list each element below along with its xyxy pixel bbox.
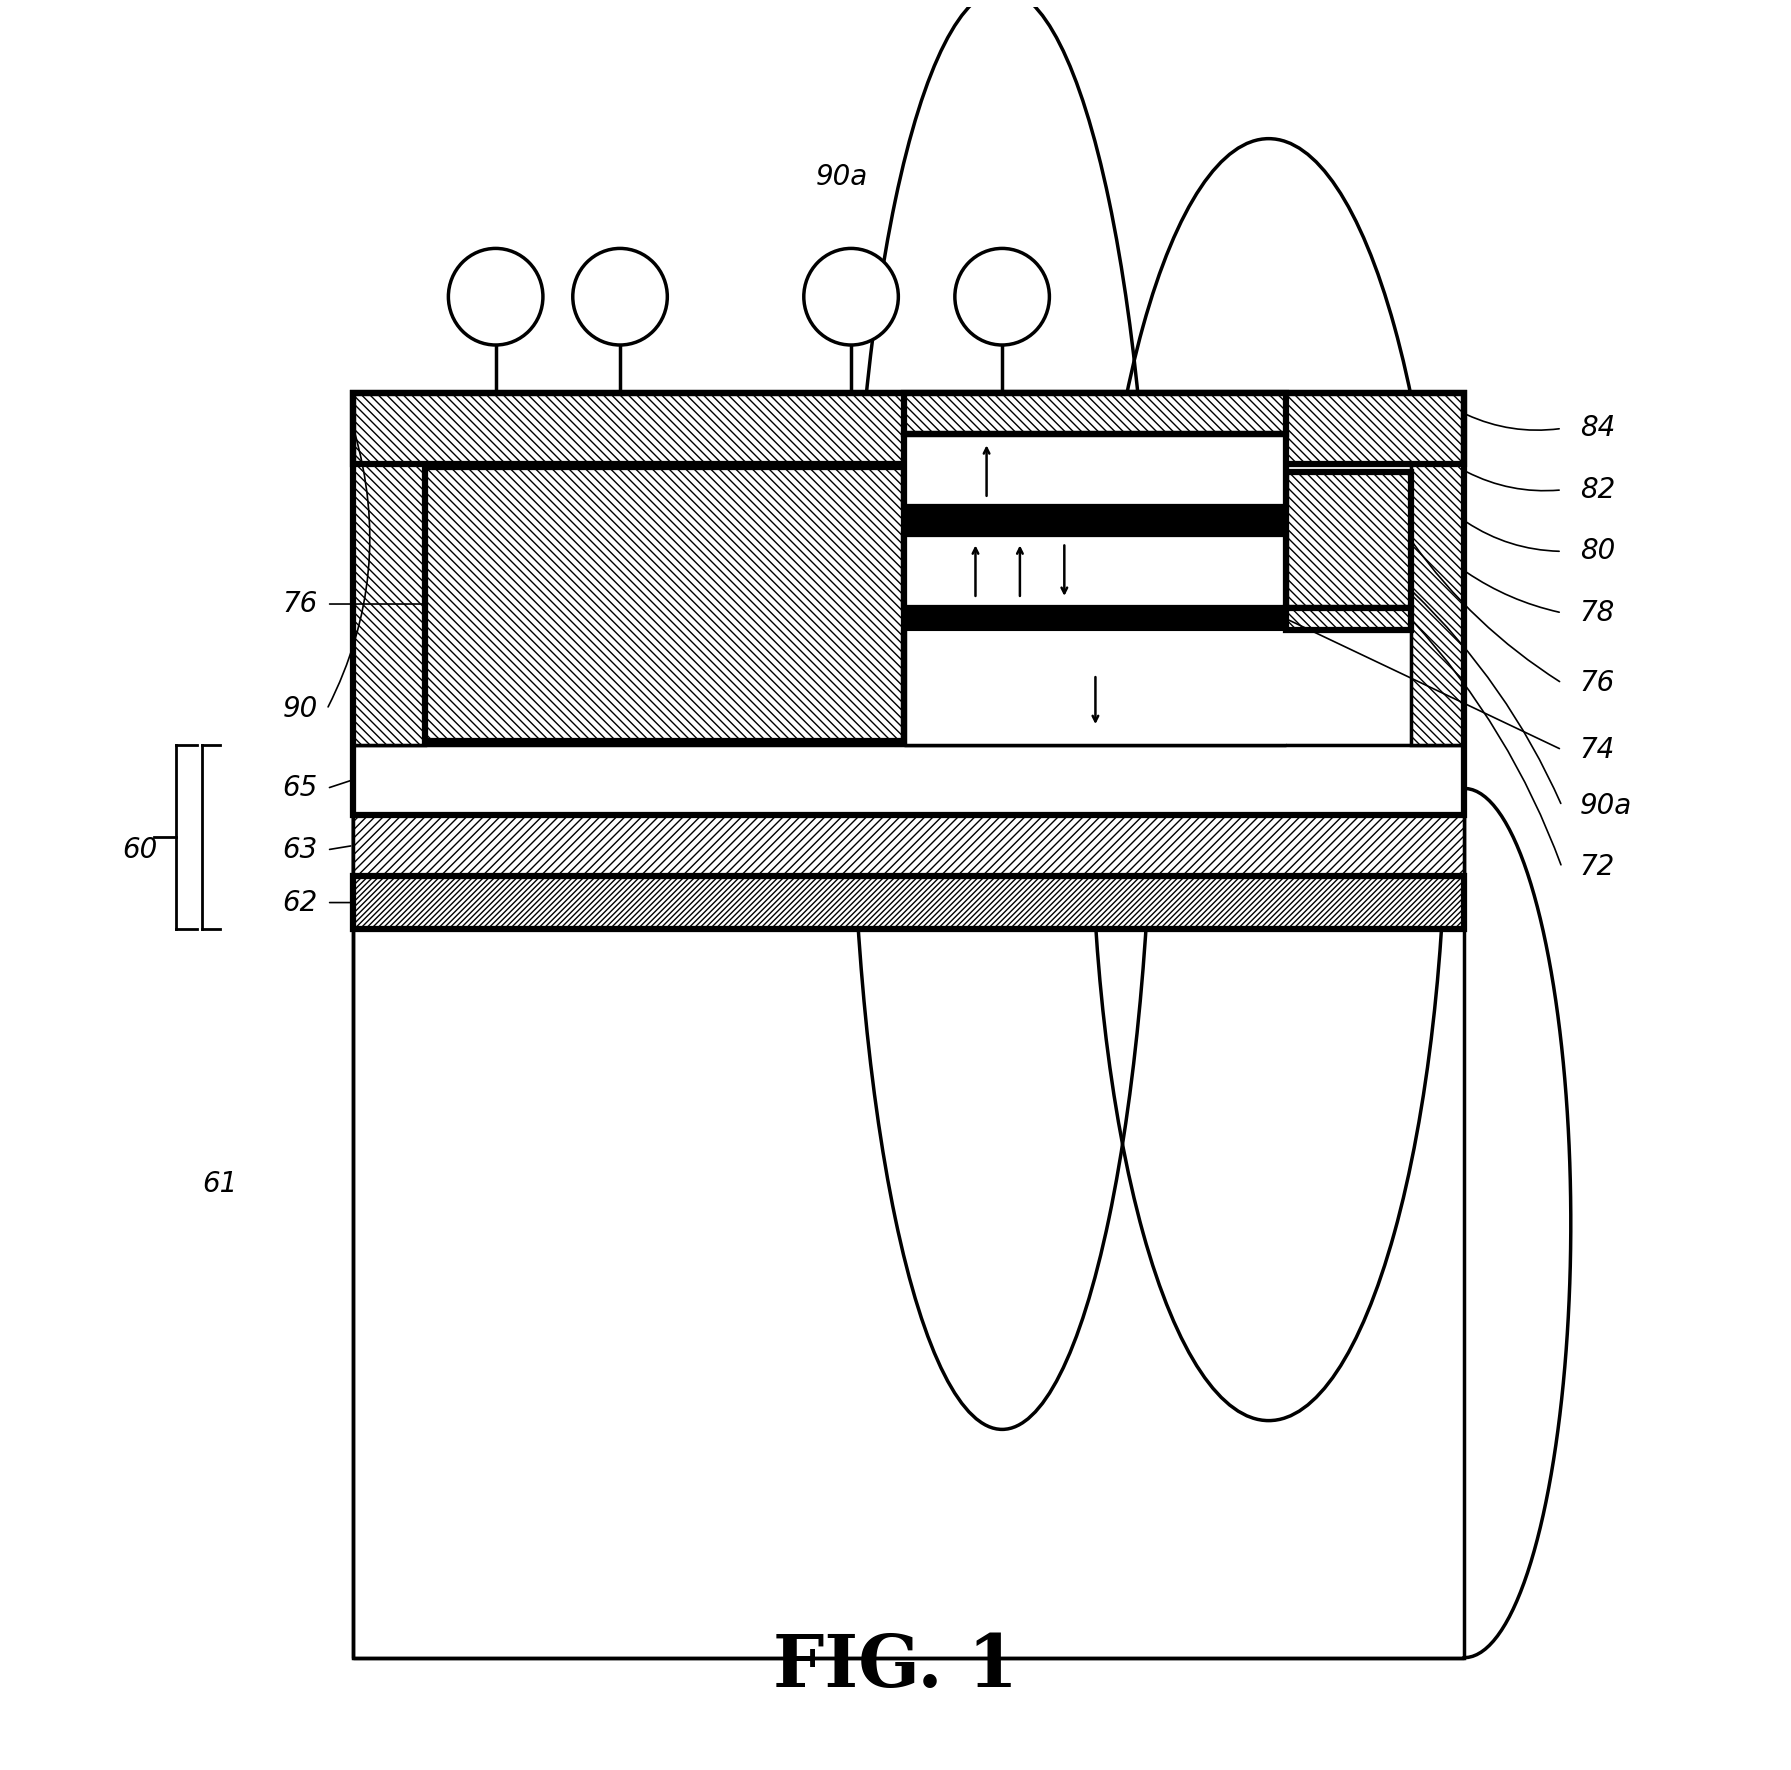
- Bar: [353, 393, 1465, 814]
- Ellipse shape: [955, 248, 1050, 345]
- Text: 65: 65: [283, 775, 319, 802]
- Bar: [353, 814, 1465, 876]
- Text: 90a: 90a: [817, 163, 869, 191]
- Text: 60: 60: [122, 835, 158, 864]
- Bar: [904, 393, 1286, 434]
- Text: 63: 63: [283, 835, 319, 864]
- Text: 74: 74: [1580, 736, 1615, 765]
- Ellipse shape: [573, 248, 668, 345]
- Bar: [1286, 473, 1411, 607]
- Bar: [904, 535, 1286, 607]
- Bar: [353, 393, 1465, 464]
- Bar: [1286, 607, 1411, 630]
- Bar: [353, 745, 1465, 814]
- Bar: [424, 467, 904, 742]
- Bar: [904, 535, 1286, 607]
- Bar: [1286, 473, 1411, 607]
- Text: 76: 76: [283, 589, 319, 618]
- Bar: [904, 630, 1286, 745]
- Text: FIG. 1: FIG. 1: [774, 1630, 1017, 1703]
- Text: 62: 62: [283, 889, 319, 917]
- Bar: [904, 434, 1286, 508]
- Bar: [353, 464, 424, 745]
- Bar: [424, 467, 904, 742]
- Ellipse shape: [448, 248, 543, 345]
- Bar: [353, 745, 1465, 814]
- Ellipse shape: [804, 248, 899, 345]
- Text: 82: 82: [1580, 476, 1615, 504]
- Text: 72: 72: [1580, 853, 1615, 881]
- Bar: [353, 814, 1465, 876]
- Text: 80: 80: [1580, 538, 1615, 565]
- Text: 90a: 90a: [1580, 791, 1632, 820]
- Bar: [353, 788, 1465, 1658]
- Text: 78: 78: [1580, 598, 1615, 627]
- Text: 84: 84: [1580, 414, 1615, 442]
- Bar: [1411, 464, 1465, 745]
- Bar: [904, 434, 1286, 508]
- Bar: [904, 393, 1286, 434]
- Bar: [904, 508, 1286, 535]
- Bar: [353, 876, 1465, 929]
- Bar: [1411, 464, 1465, 745]
- Bar: [353, 876, 1465, 929]
- Bar: [904, 607, 1286, 630]
- Bar: [1286, 607, 1411, 630]
- Text: 90: 90: [283, 696, 319, 724]
- Text: 76: 76: [1580, 669, 1615, 697]
- Bar: [353, 464, 424, 745]
- Text: 61: 61: [202, 1170, 238, 1198]
- Bar: [353, 393, 1465, 464]
